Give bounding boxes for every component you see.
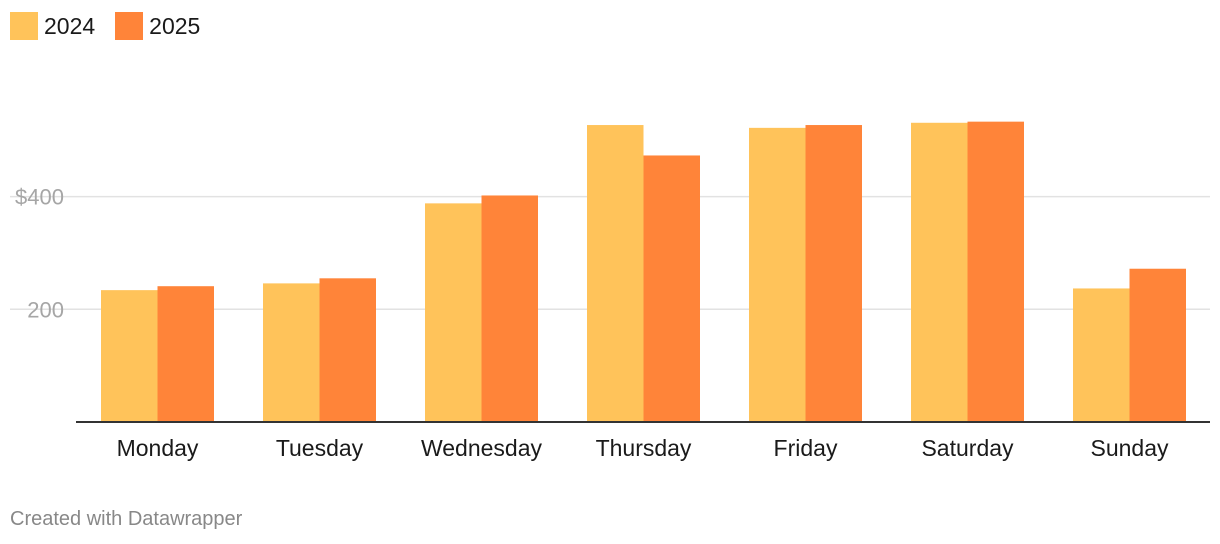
bar-sunday-2024: [1073, 288, 1130, 422]
x-tick-label-tuesday: Tuesday: [276, 435, 364, 461]
bar-saturday-2025: [967, 121, 1024, 422]
legend-item-2024: 2024: [10, 12, 95, 40]
y-tick-label-200: 200: [27, 297, 64, 322]
bar-saturday-2024: [911, 122, 968, 423]
legend-swatch-2024: [10, 12, 38, 40]
x-tick-label-friday: Friday: [774, 435, 838, 461]
bar-tuesday-2025: [319, 278, 376, 422]
legend-label-2025: 2025: [149, 12, 201, 39]
y-tick-label-400: $400: [15, 185, 64, 210]
bar-friday-2025: [805, 125, 862, 423]
bar-wednesday-2025: [481, 195, 538, 422]
x-tick-label-saturday: Saturday: [921, 435, 1014, 461]
credit-text: Created with Datawrapper: [10, 508, 243, 530]
x-tick-label-sunday: Sunday: [1090, 435, 1169, 461]
bar-monday-2024: [101, 290, 158, 422]
x-tick-label-wednesday: Wednesday: [421, 435, 543, 461]
x-tick-label-monday: Monday: [117, 435, 199, 461]
x-tick-label-thursday: Thursday: [596, 435, 692, 461]
bar-sunday-2025: [1129, 268, 1186, 422]
legend-label-2024: 2024: [44, 12, 96, 39]
legend-swatch-2025: [115, 12, 144, 40]
bar-thursday-2024: [587, 125, 644, 423]
legend-item-2025: 2025: [115, 12, 200, 40]
bar-thursday-2025: [643, 155, 700, 423]
bar-monday-2025: [157, 286, 214, 422]
bar-tuesday-2024: [263, 283, 320, 422]
legend: 2024 2025: [10, 12, 220, 40]
bar-wednesday-2024: [425, 203, 482, 422]
bar-friday-2024: [749, 127, 806, 422]
